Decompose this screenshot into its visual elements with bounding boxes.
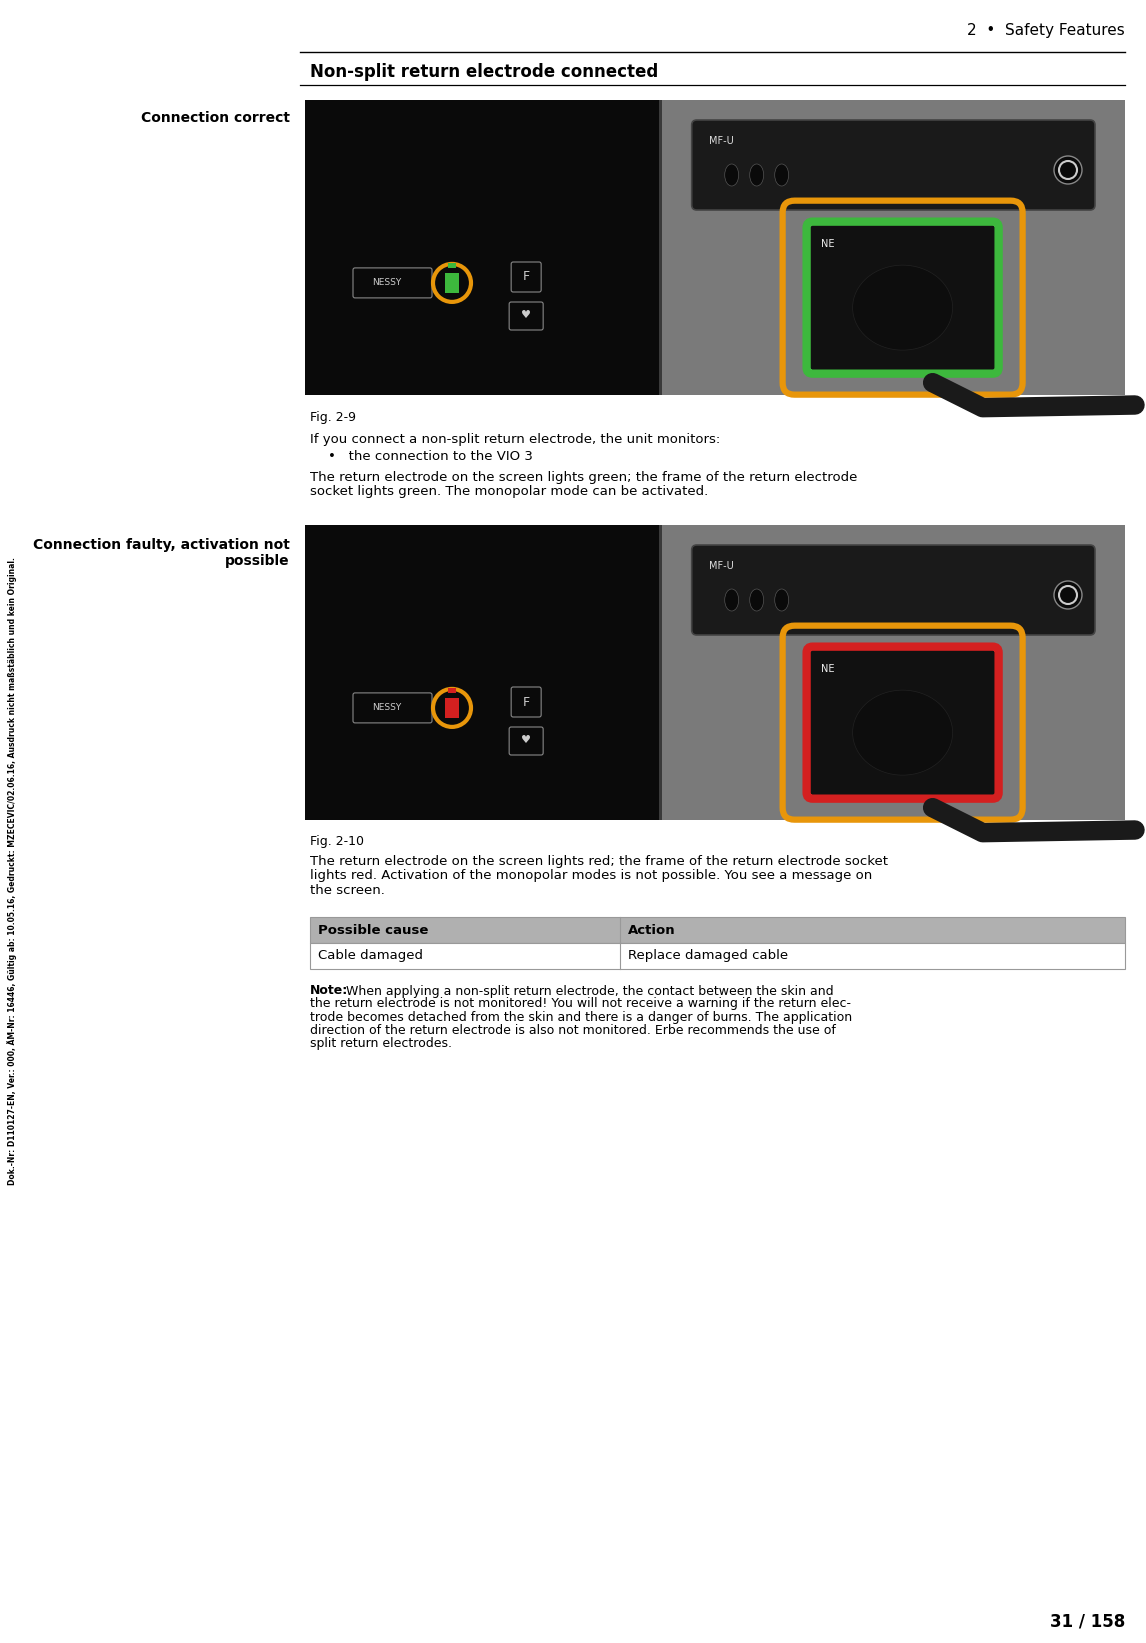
Bar [659, 100, 661, 394]
Bar [311, 917, 1125, 943]
Text: NESSY: NESSY [371, 703, 401, 713]
FancyBboxPatch shape [353, 268, 432, 297]
Text: split return electrodes.: split return electrodes. [311, 1037, 452, 1050]
Text: F: F [523, 695, 529, 708]
Text: the screen.: the screen. [311, 884, 385, 897]
Text: Non-split return electrode connected: Non-split return electrode connected [311, 62, 658, 81]
Bar [661, 526, 1125, 820]
Text: Connection correct: Connection correct [141, 112, 290, 125]
Ellipse shape [724, 164, 739, 186]
FancyBboxPatch shape [511, 687, 541, 716]
FancyBboxPatch shape [511, 261, 541, 292]
FancyBboxPatch shape [509, 726, 543, 756]
Text: Replace damaged cable: Replace damaged cable [628, 950, 787, 963]
Text: Possible cause: Possible cause [317, 923, 429, 937]
Ellipse shape [775, 588, 788, 611]
FancyBboxPatch shape [509, 302, 543, 330]
Text: Action: Action [628, 923, 675, 937]
Text: Connection faulty, activation not
possible: Connection faulty, activation not possib… [33, 537, 290, 568]
FancyBboxPatch shape [807, 222, 998, 373]
Text: When applying a non-split return electrode, the contact between the skin and: When applying a non-split return electro… [342, 984, 833, 997]
Text: •   the connection to the VIO 3: • the connection to the VIO 3 [328, 450, 533, 463]
Text: Fig. 2-9: Fig. 2-9 [311, 411, 356, 424]
Text: Cable damaged: Cable damaged [317, 950, 423, 963]
Text: Fig. 2-10: Fig. 2-10 [311, 836, 364, 848]
Bar [659, 526, 661, 820]
Text: The return electrode on the screen lights green; the frame of the return electro: The return electrode on the screen light… [311, 470, 857, 483]
Text: MF-U: MF-U [708, 560, 733, 572]
Text: NE: NE [821, 664, 834, 674]
Text: F: F [523, 271, 529, 284]
FancyBboxPatch shape [692, 545, 1094, 634]
Bar [448, 688, 456, 693]
Text: direction of the return electrode is also not monitored. Erbe recommends the use: direction of the return electrode is als… [311, 1024, 835, 1037]
Ellipse shape [724, 588, 739, 611]
Ellipse shape [775, 164, 788, 186]
Bar [445, 273, 460, 292]
Text: ♥: ♥ [521, 734, 531, 744]
Text: MF-U: MF-U [708, 136, 733, 146]
Ellipse shape [1054, 156, 1082, 184]
Text: 2  •  Safety Features: 2 • Safety Features [967, 23, 1125, 38]
Text: NESSY: NESSY [371, 278, 401, 288]
Bar [311, 943, 1125, 969]
Bar [448, 263, 456, 268]
Text: The return electrode on the screen lights red; the frame of the return electrode: The return electrode on the screen light… [311, 856, 888, 869]
FancyBboxPatch shape [807, 647, 998, 798]
Ellipse shape [1054, 582, 1082, 610]
Text: Dok.-Nr: D110127-EN, Ver.: 000, ÄM-Nr: 16446, Gültig ab: 10.05.16, Gedruckt: MZE: Dok.-Nr: D110127-EN, Ver.: 000, ÄM-Nr: 1… [7, 557, 17, 1185]
Ellipse shape [749, 588, 763, 611]
Text: If you connect a non-split return electrode, the unit monitors:: If you connect a non-split return electr… [311, 432, 720, 445]
Bar [305, 526, 661, 820]
Bar [305, 100, 661, 394]
Ellipse shape [853, 690, 952, 775]
Bar [661, 100, 1125, 394]
Text: trode becomes detached from the skin and there is a danger of burns. The applica: trode becomes detached from the skin and… [311, 1010, 853, 1024]
Ellipse shape [749, 164, 763, 186]
FancyBboxPatch shape [692, 120, 1094, 210]
Text: socket lights green. The monopolar mode can be activated.: socket lights green. The monopolar mode … [311, 485, 708, 498]
Text: Note:: Note: [311, 984, 348, 997]
Text: the return electrode is not monitored! You will not receive a warning if the ret: the return electrode is not monitored! Y… [311, 997, 851, 1010]
Bar [445, 698, 460, 718]
Text: NE: NE [821, 238, 834, 248]
FancyBboxPatch shape [353, 693, 432, 723]
Text: ♥: ♥ [521, 311, 531, 320]
Text: lights red. Activation of the monopolar modes is not possible. You see a message: lights red. Activation of the monopolar … [311, 869, 872, 882]
Ellipse shape [853, 265, 952, 350]
Text: 31 / 158: 31 / 158 [1050, 1612, 1125, 1630]
